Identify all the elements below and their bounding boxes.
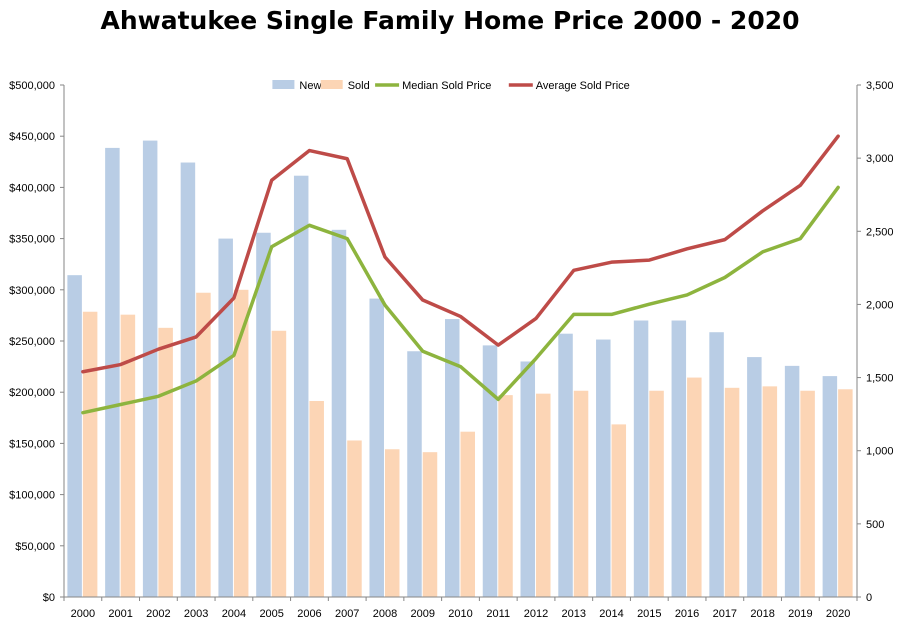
bar-new-2004 bbox=[218, 238, 233, 597]
bar-new-2010 bbox=[445, 319, 460, 597]
legend-label-sold: Sold bbox=[348, 80, 370, 92]
bar-new-2019 bbox=[784, 365, 800, 597]
left-tick-label: $250,000 bbox=[9, 336, 55, 348]
right-tick-label: 2,500 bbox=[866, 226, 894, 238]
legend-swatch-sold bbox=[320, 80, 343, 89]
bar-sold-2017 bbox=[724, 387, 740, 597]
bar-sold-2002 bbox=[158, 327, 173, 597]
left-tick-label: $0 bbox=[43, 592, 55, 604]
lines-group bbox=[81, 134, 840, 415]
x-tick-label: 2004 bbox=[222, 608, 246, 620]
bar-sold-2019 bbox=[800, 390, 815, 597]
x-tick-label: 2002 bbox=[146, 608, 170, 620]
bar-sold-2004 bbox=[233, 289, 249, 597]
bar-new-2001 bbox=[105, 147, 120, 597]
left-tick-label: $150,000 bbox=[9, 438, 55, 450]
right-tick-label: 3,500 bbox=[866, 80, 894, 92]
x-tick-label: 2006 bbox=[297, 608, 321, 620]
legend-label-average-sold-price: Average Sold Price bbox=[536, 80, 630, 92]
bar-new-2015 bbox=[633, 320, 649, 597]
legend-label-median-sold-price: Median Sold Price bbox=[402, 80, 491, 92]
x-tick-label: 2020 bbox=[826, 608, 850, 620]
chart-title: Ahwatukee Single Family Home Price 2000 … bbox=[100, 6, 800, 35]
bar-new-2000 bbox=[67, 275, 82, 597]
x-tick-label: 2017 bbox=[713, 608, 737, 620]
x-tick-label: 2000 bbox=[71, 608, 95, 620]
bar-new-2011 bbox=[482, 345, 498, 597]
bar-new-2007 bbox=[331, 229, 347, 597]
bar-new-2005 bbox=[256, 232, 271, 597]
bar-sold-2009 bbox=[422, 452, 438, 597]
bar-sold-2013 bbox=[573, 390, 589, 597]
legend-group: New Sold Median Sold Price Average Sold Pri… bbox=[272, 80, 630, 92]
right-tick-label: 1,500 bbox=[866, 373, 894, 385]
bar-sold-2015 bbox=[649, 390, 664, 597]
left-tick-label: $200,000 bbox=[9, 387, 55, 399]
line-average-sold-price bbox=[81, 134, 840, 374]
x-tick-label: 2001 bbox=[108, 608, 132, 620]
bars-group bbox=[67, 140, 853, 597]
bar-sold-2016 bbox=[687, 377, 702, 597]
x-tick-label: 2010 bbox=[448, 608, 472, 620]
bar-new-2006 bbox=[293, 175, 309, 597]
x-tick-label: 2015 bbox=[637, 608, 661, 620]
bar-new-2002 bbox=[142, 140, 158, 597]
bar-new-2016 bbox=[671, 320, 687, 597]
x-tick-label: 2013 bbox=[562, 608, 586, 620]
bar-sold-2003 bbox=[196, 292, 211, 597]
bar-sold-2012 bbox=[536, 393, 551, 597]
left-tick-label: $400,000 bbox=[9, 182, 55, 194]
bar-new-2018 bbox=[747, 357, 762, 597]
left-tick-label: $50,000 bbox=[15, 541, 55, 553]
right-tick-label: 500 bbox=[866, 519, 884, 531]
bar-sold-2011 bbox=[498, 395, 513, 597]
x-tick-label: 2003 bbox=[184, 608, 208, 620]
bar-sold-2000 bbox=[82, 311, 98, 597]
bar-sold-2008 bbox=[384, 449, 400, 597]
right-tick-label: 0 bbox=[866, 592, 872, 604]
x-tick-label: 2011 bbox=[486, 608, 510, 620]
bar-sold-2005 bbox=[271, 330, 287, 597]
bar-new-2009 bbox=[407, 351, 422, 597]
x-tick-label: 2012 bbox=[524, 608, 548, 620]
x-tick-label: 2007 bbox=[335, 608, 359, 620]
bar-new-2017 bbox=[709, 332, 724, 597]
left-tick-label: $450,000 bbox=[9, 131, 55, 143]
legend-swatch-new bbox=[272, 80, 295, 89]
axes-group: $0 $50,000 $100,000 $150,000 $200,000 $250,00… bbox=[9, 80, 893, 620]
bar-sold-2006 bbox=[309, 400, 324, 597]
x-tick-label: 2018 bbox=[750, 608, 774, 620]
bar-new-2014 bbox=[596, 339, 611, 597]
right-tick-label: 1,000 bbox=[866, 446, 894, 458]
bar-sold-2018 bbox=[762, 386, 778, 597]
bar-new-2013 bbox=[558, 333, 573, 597]
line-median-sold-price bbox=[81, 185, 840, 415]
bar-new-2012 bbox=[520, 361, 536, 597]
left-tick-label: $300,000 bbox=[9, 285, 55, 297]
x-tick-label: 2005 bbox=[259, 608, 283, 620]
legend-label-new: New bbox=[299, 80, 321, 92]
x-tick-label: 2009 bbox=[410, 608, 434, 620]
bar-sold-2007 bbox=[347, 440, 362, 597]
bar-sold-2020 bbox=[838, 389, 853, 597]
right-tick-label: 2,000 bbox=[866, 299, 894, 311]
left-tick-label: $100,000 bbox=[9, 490, 55, 502]
right-tick-label: 3,000 bbox=[866, 153, 894, 165]
bar-new-2020 bbox=[822, 376, 838, 597]
bar-new-2003 bbox=[180, 162, 196, 597]
bar-sold-2001 bbox=[120, 314, 136, 597]
x-tick-label: 2014 bbox=[599, 608, 623, 620]
bar-sold-2010 bbox=[460, 431, 475, 597]
x-tick-label: 2019 bbox=[788, 608, 812, 620]
left-tick-label: $500,000 bbox=[9, 80, 55, 92]
left-tick-label: $350,000 bbox=[9, 234, 55, 246]
x-tick-label: 2016 bbox=[675, 608, 699, 620]
x-tick-label: 2008 bbox=[373, 608, 397, 620]
bar-sold-2014 bbox=[611, 424, 627, 597]
bar-new-2008 bbox=[369, 298, 384, 597]
